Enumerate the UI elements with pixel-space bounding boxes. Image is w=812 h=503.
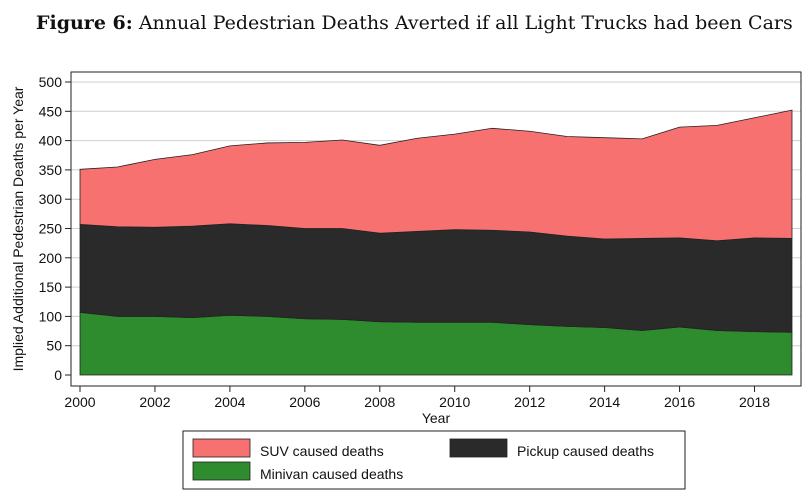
x-tick-label: 2018 <box>739 394 770 410</box>
suv-area <box>79 109 793 242</box>
y-axis-title: Implied Additional Pedestrian Deaths per… <box>10 86 26 371</box>
y-tick-label: 400 <box>39 133 63 149</box>
y-tick-label: 500 <box>39 74 63 90</box>
x-tick-label: 2012 <box>514 394 545 410</box>
y-tick-label: 150 <box>39 279 63 295</box>
y-tick-label: 0 <box>54 367 62 383</box>
y-tick-label: 200 <box>39 250 63 266</box>
x-axis-title: Year <box>422 410 451 426</box>
y-tick-label: 300 <box>39 191 63 207</box>
legend: SUV caused deaths Pickup caused deaths Min… <box>182 430 686 490</box>
area-series <box>79 109 793 376</box>
x-tick-label: 2002 <box>139 394 170 410</box>
legend-box <box>182 430 686 490</box>
pickup-area <box>79 223 793 333</box>
y-tick-label: 250 <box>39 221 63 237</box>
y-tick-label: 50 <box>46 338 62 354</box>
y-tick-label: 450 <box>39 103 63 119</box>
x-tick-label: 2004 <box>214 394 245 410</box>
figure-title: Figure 6: Annual Pedestrian Deaths Avert… <box>36 12 793 34</box>
x-tick-label: 2014 <box>589 394 620 410</box>
figure-label: Figure 6: <box>36 12 133 34</box>
y-tick-label: 100 <box>39 308 63 324</box>
legend-swatch-minivan <box>192 461 251 481</box>
x-tick-label: 2000 <box>64 394 95 410</box>
legend-swatch-suv <box>192 438 251 458</box>
figure-title-text: Annual Pedestrian Deaths Averted if all … <box>138 12 793 34</box>
x-tick-label: 2010 <box>439 394 470 410</box>
legend-swatch-pickup <box>449 438 508 458</box>
x-tick-label: 2008 <box>364 394 395 410</box>
legend-label-pickup: Pickup caused deaths <box>517 443 654 459</box>
axes: 0 50 100 150 200 250 300 350 400 450 500 2000 2002 20… <box>39 74 771 410</box>
x-tick-label: 2006 <box>289 394 320 410</box>
legend-label-suv: SUV caused deaths <box>260 443 384 459</box>
x-tick-label: 2016 <box>664 394 695 410</box>
y-tick-label: 350 <box>39 162 63 178</box>
legend-label-minivan: Minivan caused deaths <box>260 466 403 482</box>
